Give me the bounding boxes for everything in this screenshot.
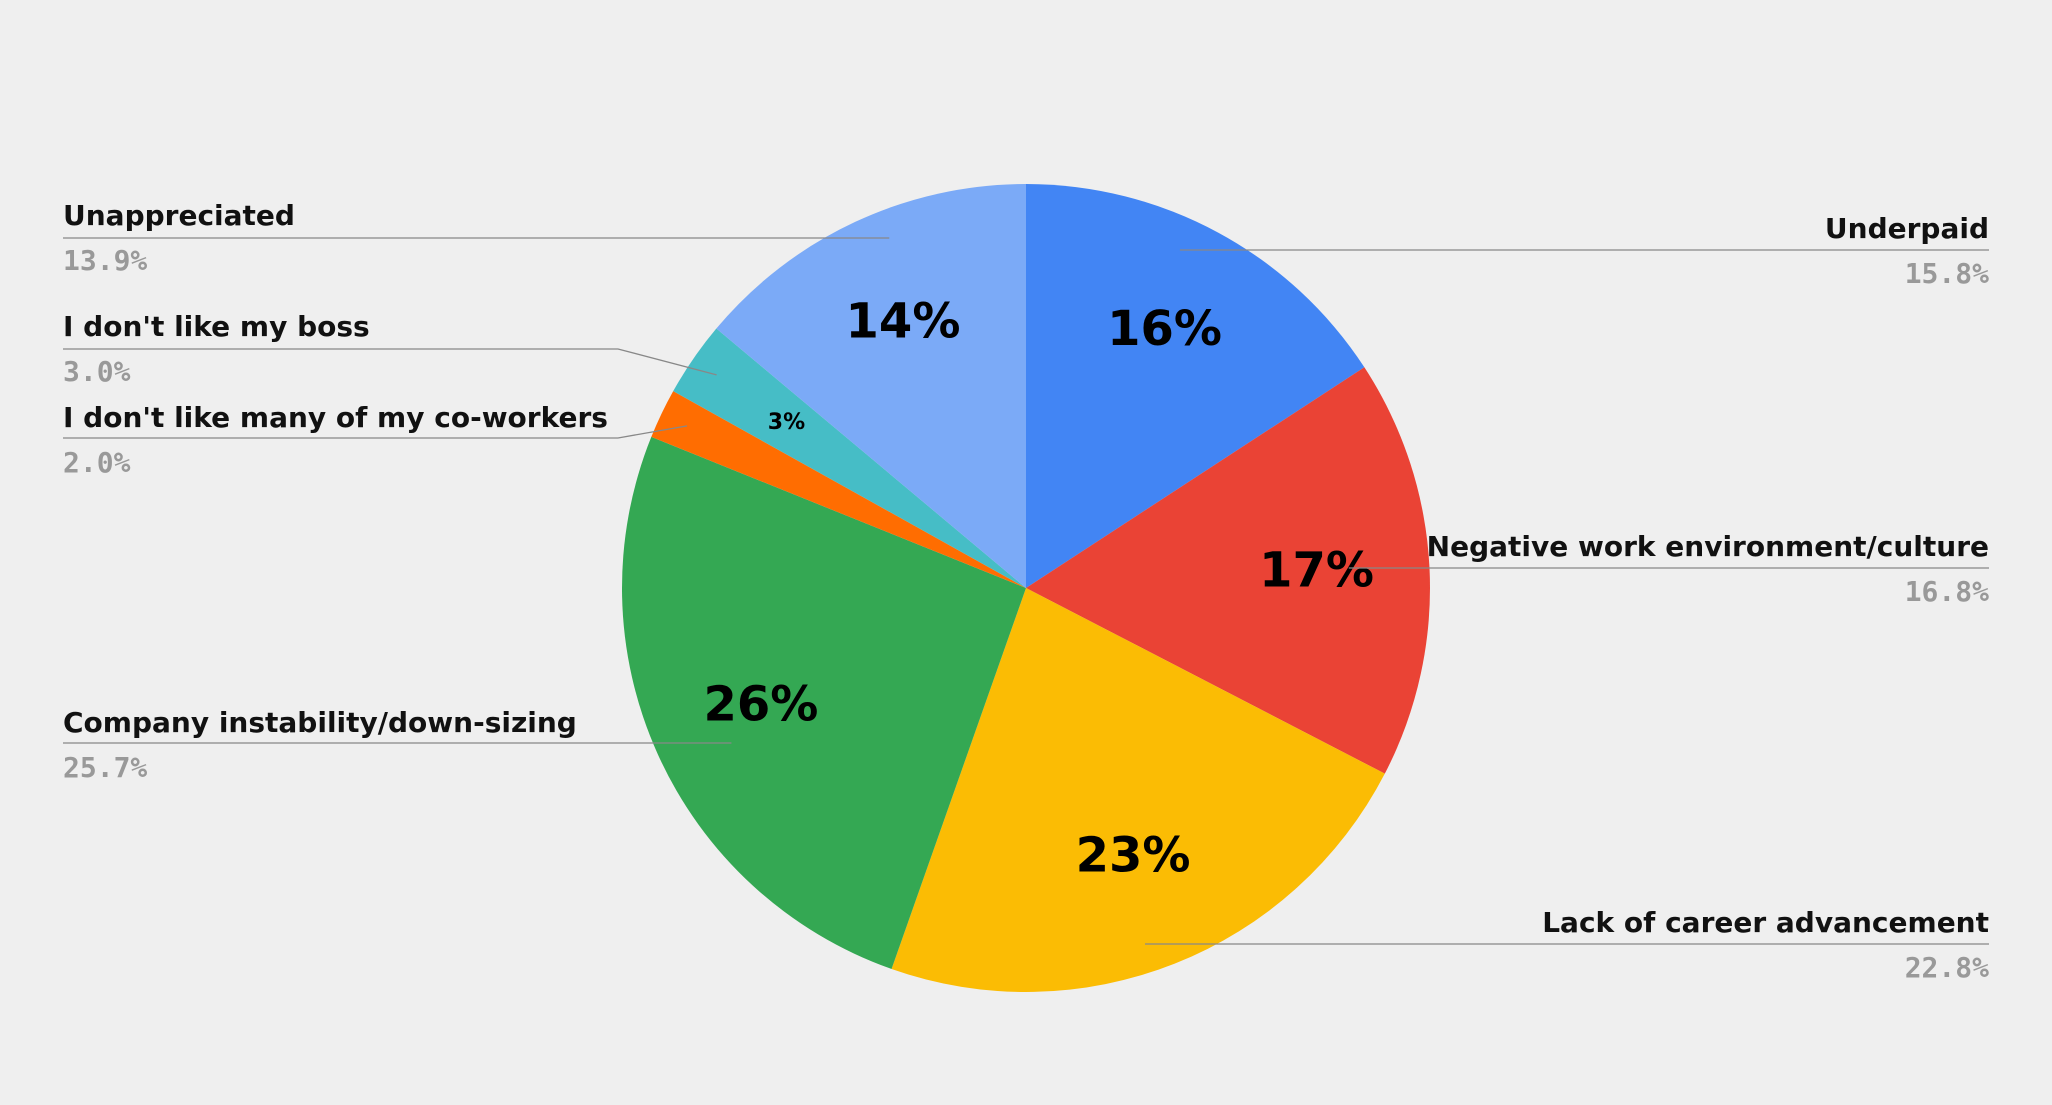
percent-label: 25.7% — [63, 751, 147, 784]
category-label: Underpaid — [1825, 212, 1989, 245]
slice-label: 23% — [1076, 827, 1191, 883]
slice-label: 26% — [703, 677, 818, 733]
slice-label: 14% — [846, 293, 961, 349]
pie-slice — [1026, 367, 1430, 774]
category-label: Lack of career advancement — [1542, 906, 1989, 939]
percent-label: 22.8% — [1905, 951, 1989, 984]
slice-label: 17% — [1259, 542, 1374, 598]
leader-line — [63, 348, 717, 376]
pie-slice — [1026, 184, 1365, 588]
category-label: I don't like my boss — [63, 310, 370, 343]
slice-label: 16% — [1107, 301, 1222, 357]
category-label: Negative work environment/culture — [1427, 530, 1989, 563]
category-label: Company instability/down-sizing — [63, 706, 577, 739]
percent-label: 13.9% — [63, 244, 147, 277]
category-label: I don't like many of my co-workers — [63, 401, 608, 434]
slice-label: 3% — [768, 410, 805, 435]
percent-label: 15.8% — [1905, 257, 1989, 290]
pie-slice — [673, 328, 1026, 588]
category-label: Unappreciated — [63, 199, 295, 232]
pie-slice — [891, 588, 1385, 992]
percent-label: 16.8% — [1905, 575, 1989, 608]
percent-label: 2.0% — [63, 446, 131, 479]
pie-slice — [651, 391, 1026, 588]
pie-slice — [622, 436, 1026, 969]
pie-slice — [716, 184, 1026, 588]
leader-line — [63, 425, 688, 439]
percent-label: 3.0% — [63, 355, 131, 388]
